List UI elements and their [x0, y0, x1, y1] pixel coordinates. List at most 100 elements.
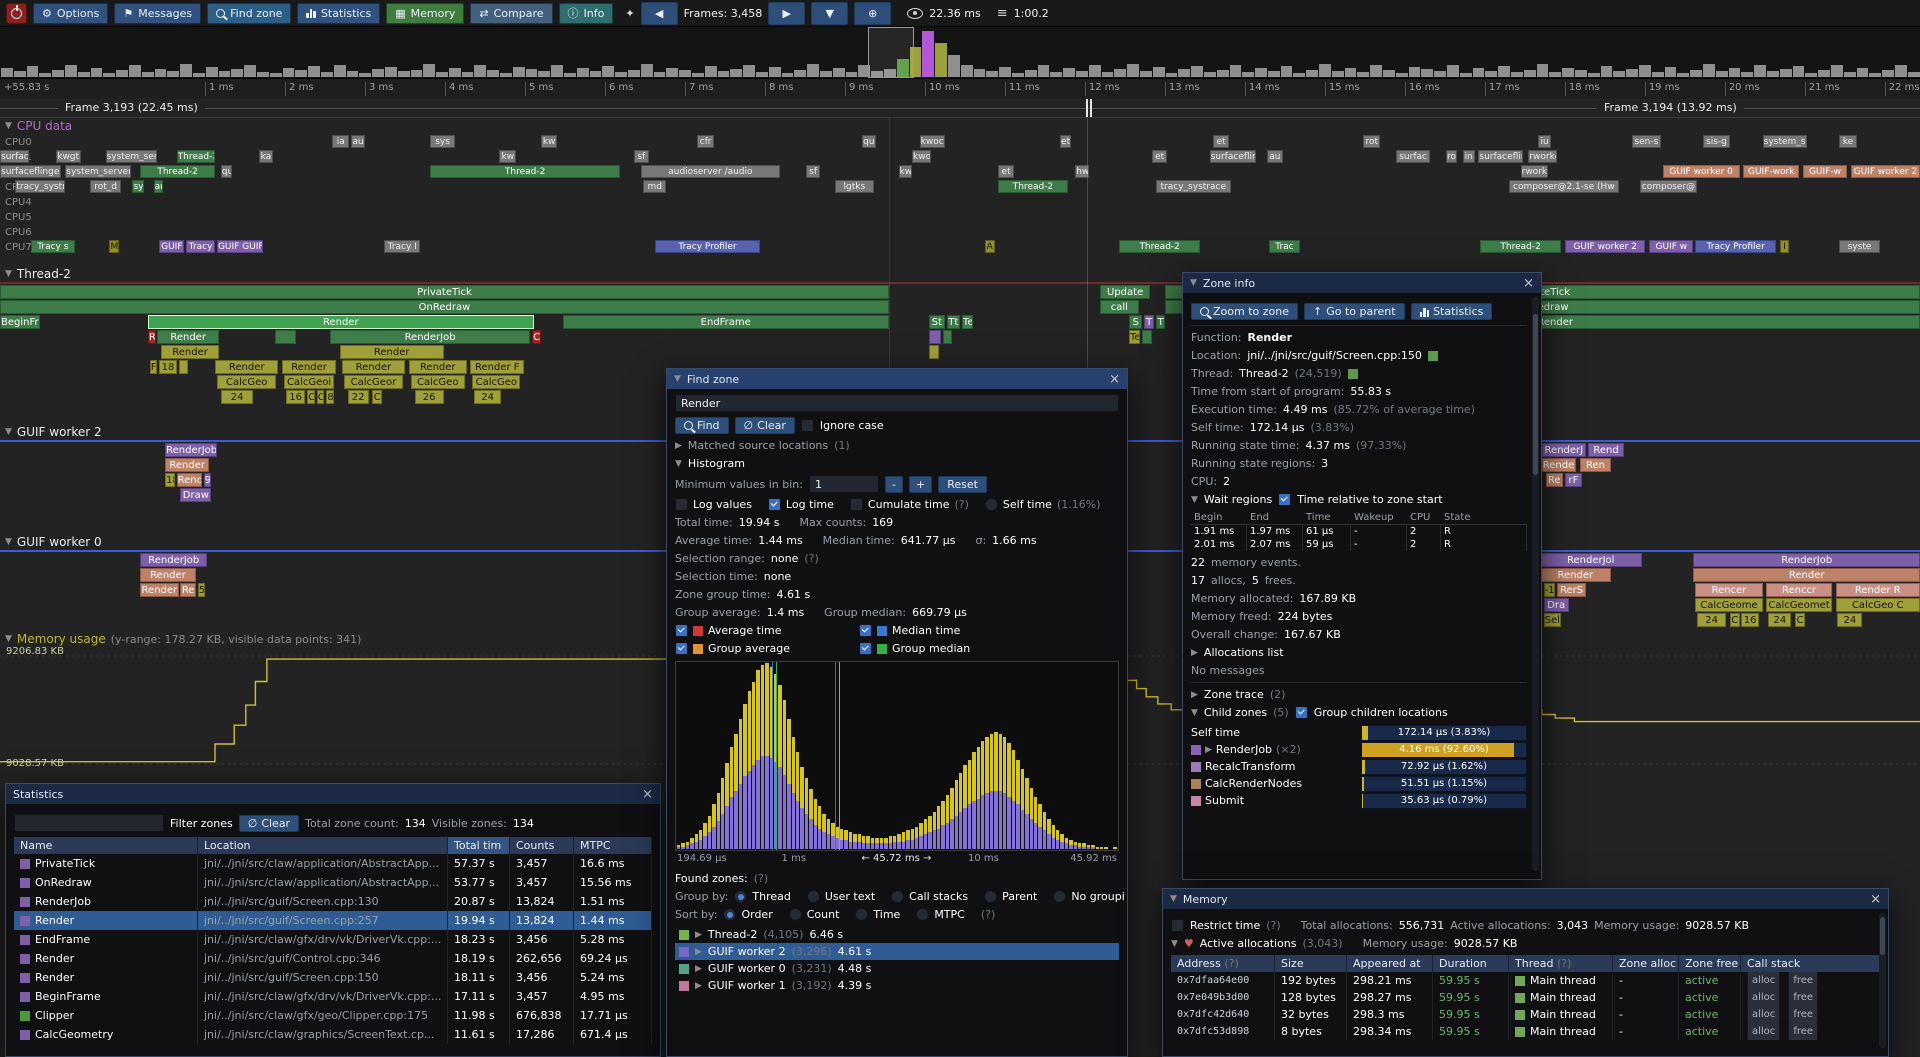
column-header-mtpc[interactable]: MTPC: [574, 837, 652, 854]
radio[interactable]: [1053, 890, 1067, 903]
power-button[interactable]: [6, 2, 27, 24]
option-user-text[interactable]: User text: [806, 890, 875, 903]
zone-9[interactable]: 9: [203, 473, 212, 487]
zone-au[interactable]: au: [153, 180, 164, 193]
zone-privatetick[interactable]: PrivateTick: [0, 285, 889, 299]
zone-guif-work[interactable]: GUIF-work: [1743, 165, 1800, 178]
column-header[interactable]: Wakeup: [1351, 511, 1407, 525]
zone-qu[interactable]: qu: [220, 165, 233, 178]
zone-update[interactable]: Update: [1100, 285, 1151, 299]
zone[interactable]: [1142, 330, 1152, 344]
zone-kw[interactable]: kw: [541, 135, 557, 148]
thread-header[interactable]: ▼ GUIF worker 0: [0, 534, 1920, 549]
zone-5[interactable]: 5: [197, 583, 206, 597]
column-header-name[interactable]: Name: [14, 837, 198, 854]
zone-ke[interactable]: ke: [1839, 135, 1857, 148]
legend-group-median[interactable]: Group median: [859, 642, 1027, 655]
thread-value[interactable]: Thread-2: [1239, 367, 1289, 380]
column-header[interactable]: State: [1441, 511, 1527, 525]
zone-syste[interactable]: syste: [1839, 240, 1880, 253]
frame-label[interactable]: Frame 3,193 (22.45 ms): [58, 101, 205, 114]
zone-re[interactable]: Re: [180, 583, 196, 597]
thread-header[interactable]: ▼ GUIF worker 2: [0, 424, 1920, 439]
cpu-data-header[interactable]: ▼ CPU data: [5, 119, 72, 133]
statistics-row[interactable]: Clipper jni/../jni/src/claw/gfx/geo/Clipp…: [14, 1006, 652, 1025]
zone-24[interactable]: 24: [1837, 613, 1863, 627]
thread-header[interactable]: ▼ Thread-2: [0, 266, 1920, 281]
collapse-icon[interactable]: ▼: [1170, 894, 1177, 904]
zone-render[interactable]: Render: [140, 568, 196, 582]
zone-lgtks[interactable]: lgtks: [835, 180, 874, 193]
collapse-icon[interactable]: ▼: [1171, 938, 1178, 949]
zone-tracy-systrace[interactable]: tracy_systrace: [1155, 180, 1231, 193]
zone-guif[interactable]: GUIF: [159, 240, 185, 253]
zone-beginframe[interactable]: BeginFrame: [0, 315, 41, 329]
zone-render[interactable]: Render: [408, 360, 467, 374]
close-icon[interactable]: ×: [1109, 371, 1120, 387]
zone-c[interactable]: C: [316, 390, 325, 404]
toolbar-button-compare[interactable]: ⇄ Compare: [470, 2, 553, 24]
statistics-row[interactable]: OnRedraw jni/../jni/src/claw/application/…: [14, 873, 652, 892]
column-header-size[interactable]: Size: [1275, 955, 1347, 972]
zone-guif-w[interactable]: GUIF w: [1649, 240, 1694, 253]
column-header-total-tim[interactable]: Total tim: [448, 837, 510, 854]
appeared-at[interactable]: 298.3 ms: [1347, 1006, 1433, 1023]
allocation-row[interactable]: 0x7dfaa64e00 192 bytes 298.21 ms 59.95 s Mai…: [1171, 972, 1880, 989]
zone-renderj[interactable]: RenderJ: [1541, 443, 1586, 457]
min-bin-input[interactable]: [809, 475, 879, 493]
frame-dropdown-button[interactable]: ▼: [811, 1, 849, 25]
tools-icon[interactable]: ✦: [625, 6, 635, 20]
close-icon[interactable]: ×: [642, 786, 653, 802]
find-zone-search-input[interactable]: [675, 394, 1119, 412]
zone-c[interactable]: C: [307, 390, 315, 404]
callstack-button-free[interactable]: free: [1788, 972, 1819, 989]
option-no-groupi[interactable]: No groupi: [1053, 890, 1125, 903]
radio[interactable]: [723, 908, 737, 921]
collapse-icon[interactable]: ▼: [5, 268, 12, 279]
appeared-at[interactable]: 298.34 ms: [1347, 1023, 1433, 1040]
zone-calcgeor[interactable]: CalcGeor: [343, 375, 404, 389]
radio[interactable]: [916, 908, 930, 921]
zone-rencer[interactable]: Rencer: [1695, 583, 1763, 597]
column-header-address[interactable]: Address (?): [1171, 955, 1275, 972]
radio[interactable]: [891, 890, 905, 903]
zone-qu[interactable]: qu: [862, 135, 876, 148]
found-zone-group[interactable]: ▶ Thread-2 (4,105) 6.46 s: [675, 926, 1119, 943]
zone-audioserver-audio[interactable]: audioserver /audio: [641, 165, 780, 178]
zone-surfacefl[interactable]: surfacefl: [0, 150, 29, 163]
zone-composer[interactable]: composer@: [1639, 180, 1698, 193]
toolbar-button-options[interactable]: ⚙ Options: [33, 2, 109, 24]
zone-render[interactable]: Render: [165, 458, 210, 472]
appeared-at[interactable]: 298.27 ms: [1347, 989, 1433, 1006]
expand-icon[interactable]: ▶: [1191, 647, 1198, 658]
collapse-icon[interactable]: ▼: [674, 374, 681, 384]
prev-frame-button[interactable]: ◀: [640, 1, 678, 25]
callstack-button-alloc[interactable]: alloc: [1747, 1023, 1781, 1040]
expand-icon[interactable]: ▶: [695, 946, 702, 957]
option-parent[interactable]: Parent: [984, 890, 1037, 903]
zone-sel[interactable]: Sel: [1543, 613, 1561, 627]
zone-calcgeoi[interactable]: CalcGeoi: [284, 375, 335, 389]
zone-info-titlebar[interactable]: ▼ Zone info ×: [1183, 273, 1541, 293]
allocations-list-label[interactable]: Allocations list: [1203, 646, 1284, 659]
zone-calcgeome[interactable]: CalcGeome: [1695, 598, 1763, 612]
zone-tracy-profiler[interactable]: Tracy Profiler: [654, 240, 761, 253]
memory-titlebar[interactable]: ▼ Memory ×: [1163, 889, 1888, 909]
zone-render[interactable]: Render: [140, 583, 179, 597]
location-value[interactable]: jni/../jni/src/guif/Screen.cpp:150: [1247, 349, 1422, 362]
callstack-button-free[interactable]: free: [1788, 989, 1819, 1006]
zone-tt[interactable]: Tt: [946, 315, 960, 329]
zone-c[interactable]: C: [372, 390, 383, 404]
zone-24[interactable]: 24: [1768, 613, 1792, 627]
frame-label[interactable]: Frame 3,194 (13.92 ms): [1597, 101, 1744, 114]
zone-cfr[interactable]: cfr: [696, 135, 715, 148]
column-header[interactable]: End: [1247, 511, 1303, 525]
histogram-plot[interactable]: [675, 661, 1119, 851]
option-call-stacks[interactable]: Call stacks: [891, 890, 968, 903]
callstack-button-alloc[interactable]: alloc: [1747, 1006, 1781, 1023]
zone-render[interactable]: Render: [161, 345, 219, 359]
table-row[interactable]: 1.91 ms 1.97 ms 61 μs -2 R: [1191, 525, 1527, 538]
column-header[interactable]: CPU: [1407, 511, 1441, 525]
checkbox[interactable]: [859, 642, 872, 655]
checkbox[interactable]: [675, 642, 688, 655]
